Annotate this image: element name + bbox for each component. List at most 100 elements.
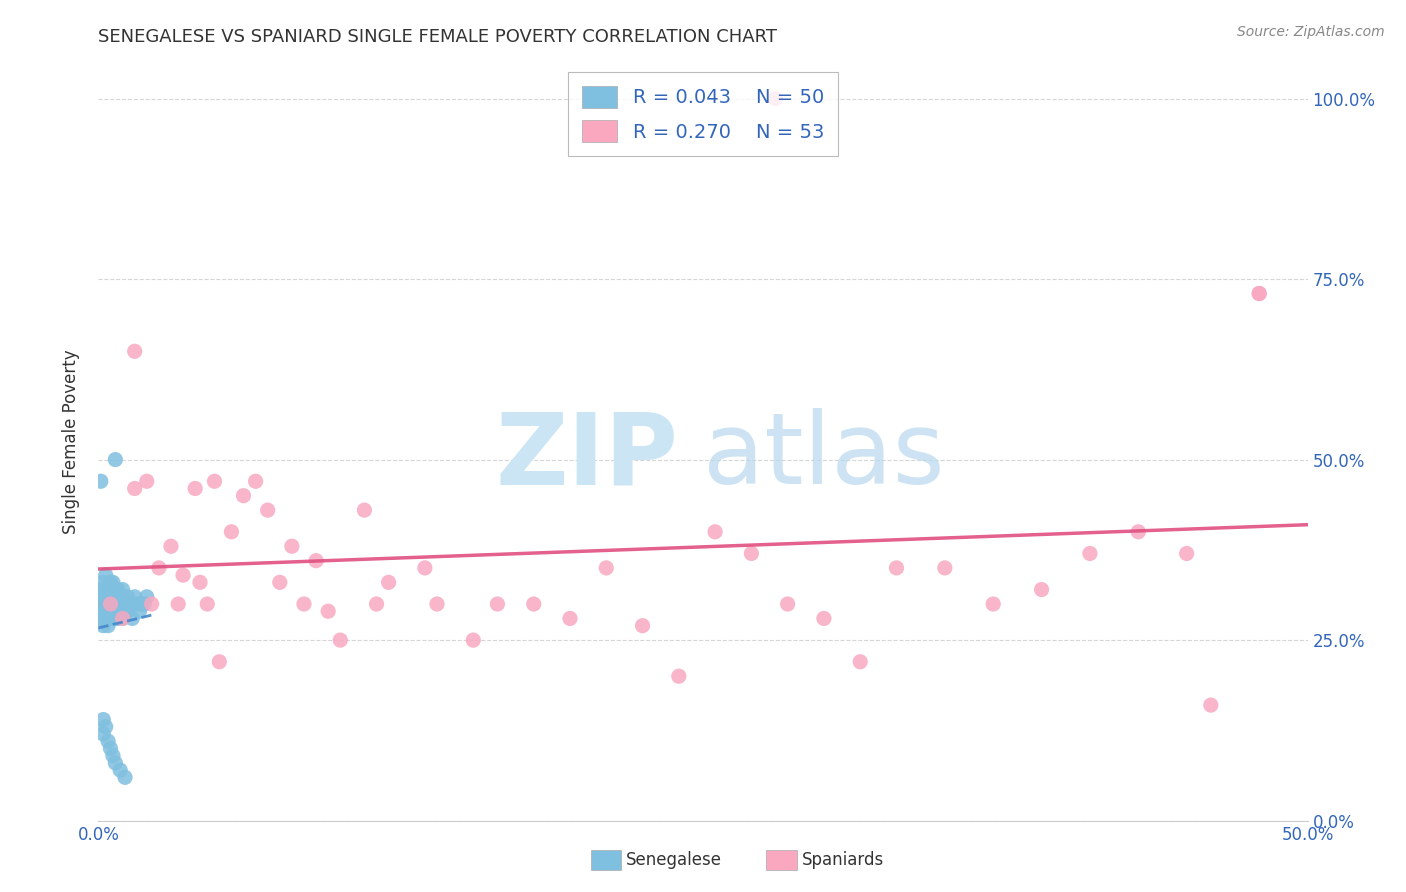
Point [107, 582, 129, 597]
Point [148, 561, 170, 575]
Text: Spaniards: Spaniards [801, 851, 883, 869]
Text: ZIP: ZIP [496, 409, 679, 505]
Point [101, 604, 124, 618]
Point [101, 590, 124, 604]
Point [934, 561, 956, 575]
Point [118, 597, 141, 611]
Point [353, 503, 375, 517]
Point [813, 611, 835, 625]
Point [1128, 524, 1150, 539]
Point [101, 748, 124, 763]
Point [131, 597, 153, 611]
Point [91, 604, 114, 618]
Point [195, 597, 218, 611]
Point [94, 611, 117, 625]
Point [256, 503, 278, 517]
Point [94, 568, 117, 582]
Point [90, 611, 112, 625]
Point [1199, 698, 1222, 712]
Point [329, 633, 352, 648]
Point [128, 604, 150, 618]
Point [160, 539, 183, 553]
Point [94, 720, 117, 734]
Point [100, 575, 122, 590]
Point [167, 597, 190, 611]
Point [91, 590, 114, 604]
Point [108, 763, 131, 777]
Point [305, 554, 328, 568]
Point [94, 597, 117, 611]
Point [108, 604, 131, 618]
Text: SENEGALESE VS SPANIARD SINGLE FEMALE POVERTY CORRELATION CHART: SENEGALESE VS SPANIARD SINGLE FEMALE POV… [98, 28, 778, 45]
Point [111, 611, 134, 625]
Point [486, 597, 509, 611]
Text: Source: ZipAtlas.com: Source: ZipAtlas.com [1237, 25, 1385, 39]
Point [100, 741, 122, 756]
Point [740, 546, 762, 560]
Y-axis label: Single Female Poverty: Single Female Poverty [62, 350, 80, 533]
Point [1249, 286, 1271, 301]
Point [463, 633, 485, 648]
Point [94, 582, 117, 597]
Point [135, 475, 157, 489]
Point [134, 597, 156, 611]
Point [668, 669, 690, 683]
Point [91, 713, 114, 727]
Point [91, 604, 114, 618]
Point [523, 597, 546, 611]
Point [886, 561, 908, 575]
Point [184, 482, 207, 496]
Point [90, 597, 112, 611]
Point [281, 539, 304, 553]
Point [141, 597, 163, 611]
Point [107, 611, 129, 625]
Text: Senegalese: Senegalese [626, 851, 721, 869]
Point [90, 475, 112, 489]
Point [124, 482, 146, 496]
Point [292, 597, 315, 611]
Point [208, 655, 231, 669]
Point [1249, 286, 1271, 301]
Point [121, 611, 143, 625]
Point [245, 475, 267, 489]
Point [100, 597, 122, 611]
Point [413, 561, 436, 575]
Point [91, 575, 114, 590]
Point [117, 590, 139, 604]
Point [97, 597, 120, 611]
Point [117, 604, 139, 618]
Point [127, 597, 149, 611]
Point [776, 597, 799, 611]
Point [377, 575, 399, 590]
Point [232, 489, 254, 503]
Point [188, 575, 211, 590]
Point [849, 655, 872, 669]
Point [114, 770, 136, 784]
Point [1175, 546, 1198, 560]
Point [204, 475, 226, 489]
Point [104, 597, 127, 611]
Point [765, 91, 787, 105]
Point [108, 590, 131, 604]
Point [704, 524, 727, 539]
Point [631, 618, 654, 632]
Point [91, 618, 114, 632]
Point [111, 611, 134, 625]
Legend: R = 0.043    N = 50, R = 0.270    N = 53: R = 0.043 N = 50, R = 0.270 N = 53 [568, 72, 838, 156]
Point [595, 561, 617, 575]
Point [97, 618, 120, 632]
Point [104, 452, 127, 467]
Point [90, 582, 112, 597]
Point [101, 575, 124, 590]
Point [111, 582, 134, 597]
Point [97, 582, 120, 597]
Point [1031, 582, 1053, 597]
Point [91, 727, 114, 741]
Point [124, 344, 146, 359]
Point [316, 604, 339, 618]
Text: atlas: atlas [703, 409, 945, 505]
Point [269, 575, 291, 590]
Point [135, 590, 157, 604]
Point [981, 597, 1004, 611]
Point [100, 611, 122, 625]
